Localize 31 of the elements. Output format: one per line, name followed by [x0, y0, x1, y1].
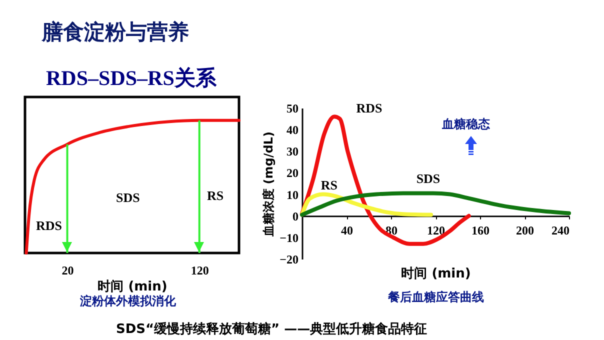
- y-tick-label: 50: [286, 102, 298, 116]
- text: 餐后血糖应答曲线: [388, 289, 484, 306]
- y-axis-title: 血糖浓度 (mg/dL): [262, 132, 276, 238]
- y-tick-label: 30: [286, 144, 298, 159]
- line-series: [300, 191, 571, 217]
- y-tick-label: 20: [286, 166, 298, 180]
- y-tick-label: 10: [286, 188, 298, 202]
- annotation: RS: [207, 188, 224, 204]
- x-tick-label: 120: [190, 264, 209, 278]
- line-series: [300, 192, 434, 217]
- x-axis-title: 时间 (min): [98, 280, 168, 294]
- annotation: SDS: [116, 190, 140, 206]
- x-axis-title: 时间 (min): [401, 266, 471, 282]
- annotation: RDS: [36, 218, 62, 234]
- x-tick-label: 40: [341, 223, 353, 238]
- y-tick-label: −20: [280, 252, 298, 266]
- chart-title: 膳食淀粉与营养: [42, 19, 189, 46]
- chart-subtitle: RDS–SDS–RS关系: [46, 65, 216, 92]
- y-tick-label: −10: [280, 230, 298, 245]
- x-tick-label: 240: [552, 223, 570, 238]
- x-tick-label: 160: [472, 223, 490, 238]
- x-tick-label: 120: [427, 223, 445, 238]
- annotation: 血糖稳态: [442, 116, 490, 133]
- x-tick-label: 200: [516, 223, 534, 238]
- series-label: RDS: [356, 100, 382, 116]
- y-tick-label: 40: [286, 123, 298, 138]
- series-label: SDS: [416, 171, 440, 186]
- y-tick-label: 0: [292, 209, 298, 224]
- text: SDS“缓慢持续释放葡萄糖” ——典型低升糖食品特征: [116, 320, 428, 338]
- text: 淀粉体外模拟消化: [80, 293, 176, 310]
- series-label: RS: [320, 177, 338, 192]
